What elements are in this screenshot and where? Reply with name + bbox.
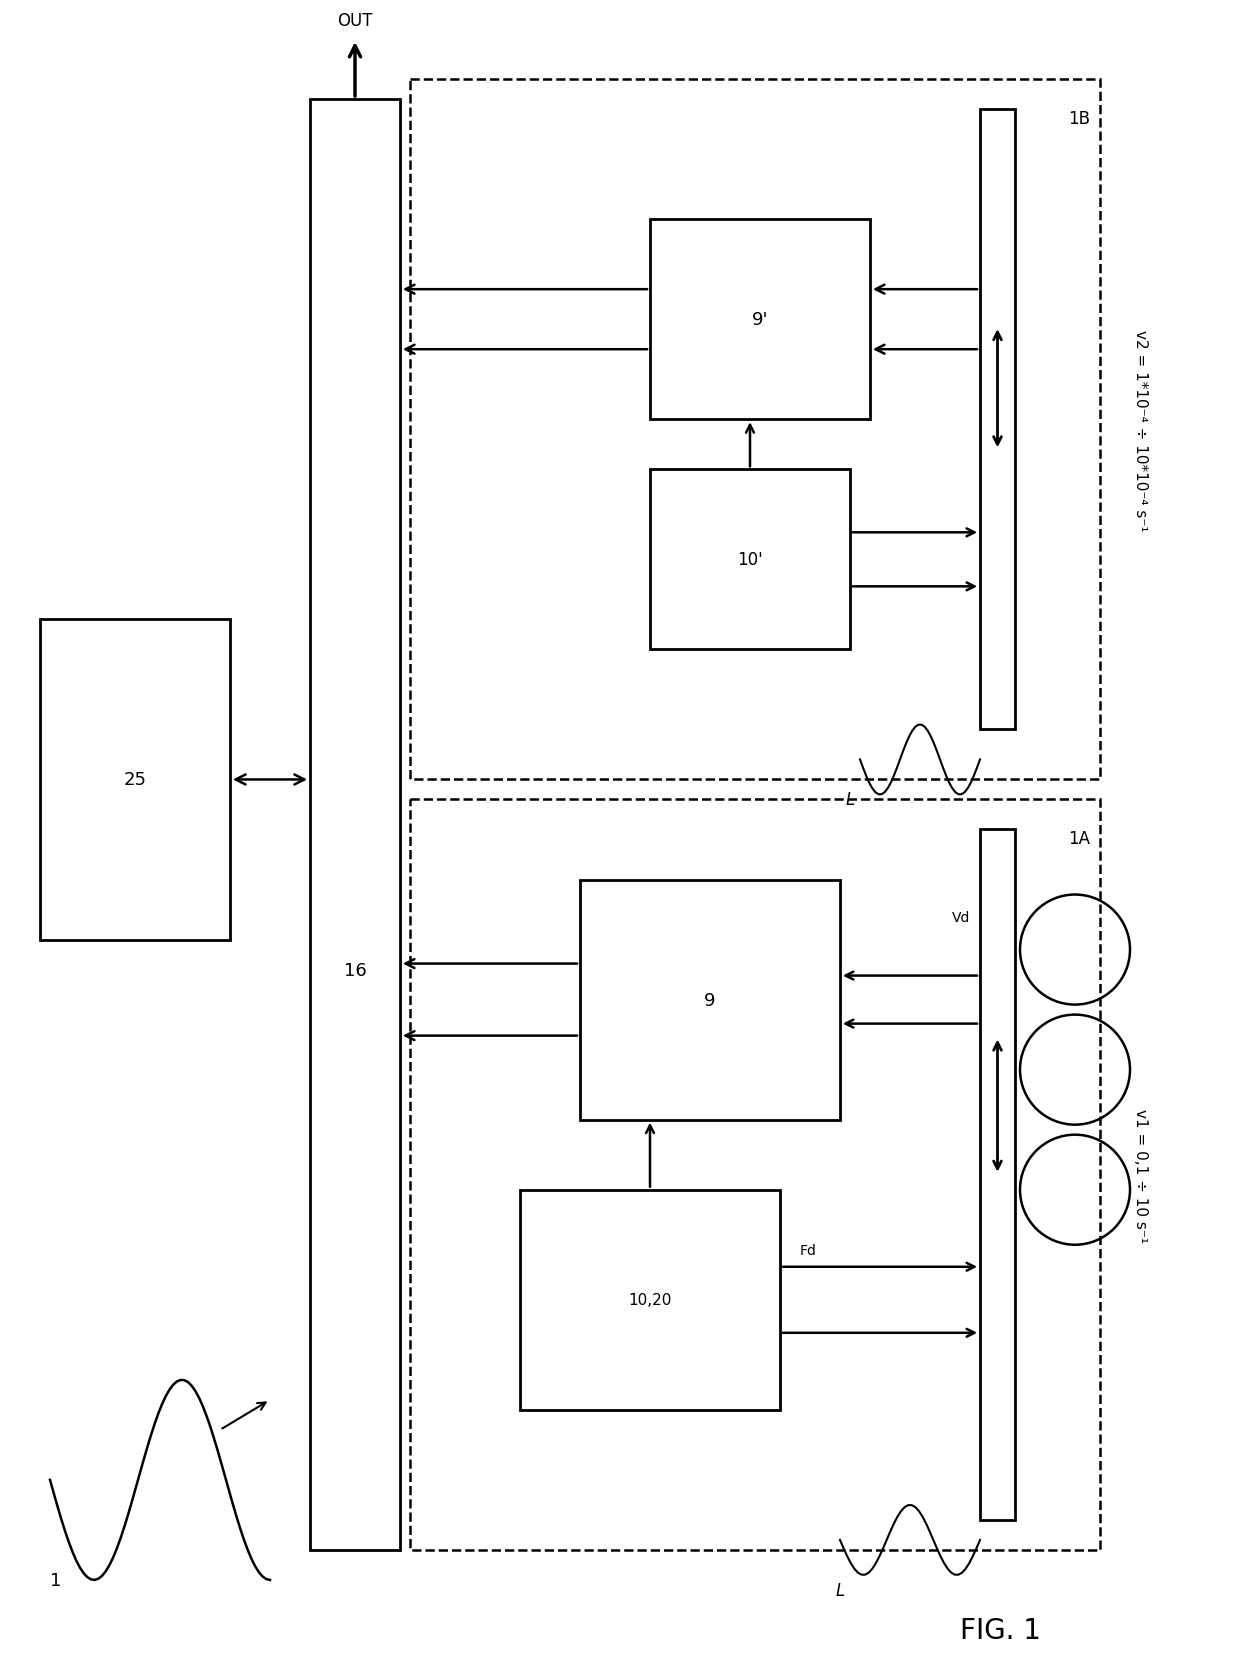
Text: 25: 25	[124, 771, 146, 790]
Text: OUT: OUT	[337, 12, 373, 30]
Text: Fd: Fd	[800, 1243, 817, 1257]
Text: 1A: 1A	[1068, 830, 1090, 848]
Text: 9: 9	[704, 991, 715, 1010]
Bar	[310, 101, 401, 1551]
Text: L: L	[836, 1581, 844, 1599]
Bar	[520, 1189, 780, 1410]
Bar	[650, 220, 870, 420]
Text: 16: 16	[343, 961, 366, 979]
Bar	[40, 620, 229, 941]
Bar	[980, 830, 1016, 1520]
Bar	[580, 880, 839, 1121]
Text: v1 = 0,1 ÷ 10 s⁻¹: v1 = 0,1 ÷ 10 s⁻¹	[1132, 1109, 1147, 1242]
Text: Vd: Vd	[951, 911, 970, 924]
Text: v2 = 1*10⁻⁴ ÷ 10*10⁻⁴ s⁻¹: v2 = 1*10⁻⁴ ÷ 10*10⁻⁴ s⁻¹	[1132, 329, 1147, 531]
Bar	[410, 800, 1100, 1551]
Bar	[980, 109, 1016, 731]
Text: 9': 9'	[751, 311, 769, 329]
Text: L: L	[846, 791, 854, 810]
Text: 10,20: 10,20	[629, 1292, 672, 1307]
Bar	[410, 81, 1100, 780]
Text: FIG. 1: FIG. 1	[960, 1616, 1040, 1645]
Bar	[650, 470, 849, 650]
Text: 1B: 1B	[1068, 109, 1090, 128]
Text: 1: 1	[50, 1571, 61, 1589]
Text: 10': 10'	[737, 551, 763, 570]
